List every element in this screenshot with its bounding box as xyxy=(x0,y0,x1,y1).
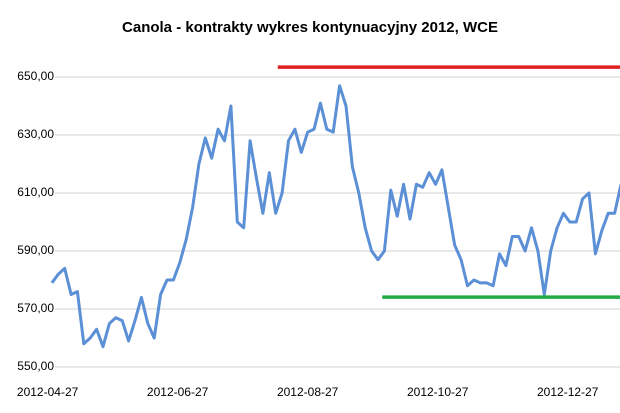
y-tick-label: 550,00 xyxy=(17,359,54,373)
x-tick-label: 2012-04-27 xyxy=(17,385,79,399)
y-tick-label: 570,00 xyxy=(17,301,54,315)
x-tick-label: 2012-06-27 xyxy=(147,385,209,399)
y-tick-label: 610,00 xyxy=(17,185,54,199)
y-tick-label: 630,00 xyxy=(17,127,54,141)
x-tick-label: 2012-12-27 xyxy=(537,385,599,399)
chart-title: Canola - kontrakty wykres kontynuacyjny … xyxy=(122,19,498,36)
y-tick-label: 590,00 xyxy=(17,243,54,257)
x-tick-label: 2012-08-27 xyxy=(277,385,339,399)
x-tick-label: 2012-10-27 xyxy=(407,385,469,399)
y-tick-label: 650,00 xyxy=(17,69,54,83)
price-line xyxy=(50,84,620,349)
